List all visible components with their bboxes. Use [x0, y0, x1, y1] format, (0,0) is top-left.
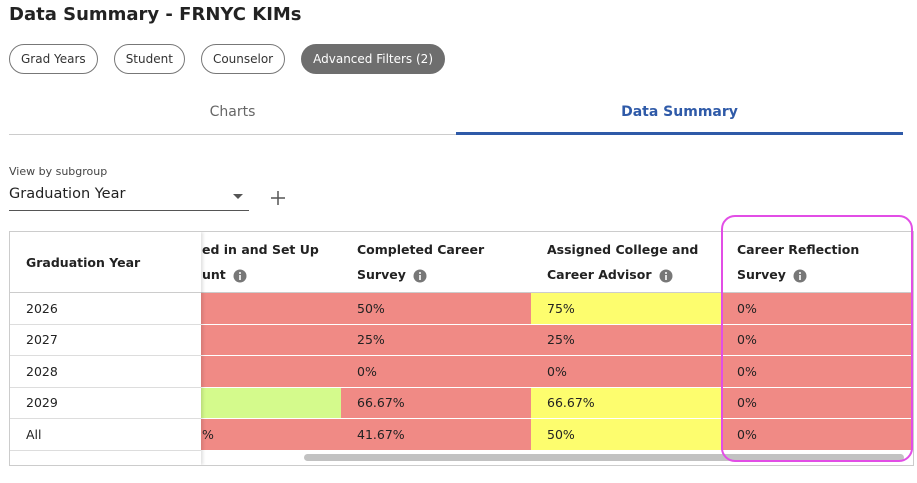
data-cell: 0%	[531, 356, 721, 388]
subgroup-select[interactable]: Graduation Year	[9, 186, 249, 211]
header-divider	[10, 292, 913, 293]
filter-button[interactable]: Student	[113, 44, 185, 74]
cell-value: 25%	[357, 332, 385, 348]
data-cell: 0%	[341, 356, 531, 388]
highlight-box	[721, 215, 913, 462]
data-cell: 66.67%	[341, 387, 531, 419]
data-cell	[201, 293, 341, 325]
data-cell: 25%	[531, 324, 721, 356]
row-label: 2028	[10, 356, 201, 388]
subgroup-label: View by subgroup	[9, 165, 108, 178]
data-cell: 0%	[721, 293, 913, 325]
tab-charts[interactable]: Charts	[209, 104, 256, 120]
cell-value: 66.67%	[547, 395, 595, 411]
cell-value: 0%	[737, 363, 757, 379]
row-label: 2027	[10, 325, 201, 356]
column-header: Survey	[737, 267, 786, 282]
data-cell: 25%	[341, 324, 531, 356]
column-header: Completed Career	[357, 242, 485, 257]
column-header: Career Advisor	[547, 267, 652, 282]
cell-value: 66.67%	[357, 395, 405, 411]
data-cell	[201, 387, 341, 419]
header-divider	[10, 292, 201, 293]
cell-value: 0%	[357, 363, 377, 379]
data-cell: 0%	[721, 324, 913, 356]
cell-value: 0%	[737, 426, 757, 442]
sticky-column: Graduation Year 2026 2027 2028 2029 All	[10, 232, 201, 465]
row-label: All	[10, 419, 201, 451]
data-cell: 75%	[531, 293, 721, 325]
info-icon[interactable]	[233, 269, 247, 283]
data-cell: 0%	[721, 356, 913, 388]
info-icon[interactable]	[413, 269, 427, 283]
filter-button[interactable]: Grad Years	[9, 44, 98, 74]
page-title: Data Summary - FRNYC KIMs	[9, 4, 302, 25]
cell-value: 25%	[547, 332, 575, 348]
row-label: 2029	[10, 388, 201, 419]
cell-value: 75%	[547, 300, 575, 316]
data-cell: 0%	[721, 387, 913, 419]
data-cell: 50%	[341, 293, 531, 325]
data-cell: 50%	[531, 419, 721, 451]
data-cell	[201, 324, 341, 356]
column-header: unt	[202, 267, 226, 282]
cell-value: %	[202, 426, 214, 442]
column-header: ed in and Set Up	[202, 242, 319, 257]
add-subgroup[interactable]	[270, 190, 286, 206]
tab-data-summary[interactable]: Data Summary	[621, 104, 738, 120]
data-cell	[201, 356, 341, 388]
data-cell: 41.67%	[341, 419, 531, 451]
data-cell: %	[201, 419, 341, 451]
info-icon[interactable]	[659, 269, 673, 283]
filter-bar: Grad Years Student Counselor Advanced Filte…	[9, 44, 445, 74]
active-tab-indicator	[456, 132, 903, 135]
cell-value: 50%	[547, 426, 575, 442]
column-header: Career Reflection	[737, 242, 860, 257]
column-header: Graduation Year	[26, 255, 141, 270]
scrollbar-thumb[interactable]	[304, 454, 904, 461]
filter-button[interactable]: Counselor	[200, 44, 286, 74]
cell-value: 0%	[737, 395, 757, 411]
cell-value: 0%	[737, 332, 757, 348]
subgroup-value: Graduation Year	[9, 186, 126, 202]
column-header: Survey	[357, 267, 406, 282]
cell-value: 50%	[357, 300, 385, 316]
data-table: ed in and Set Up unt Completed Career Surve…	[9, 231, 914, 466]
data-cell: 0%	[721, 419, 913, 451]
cell-value: 41.67%	[357, 426, 405, 442]
info-icon[interactable]	[793, 269, 807, 283]
cell-value: 0%	[547, 363, 567, 379]
column-header: Assigned College and	[547, 242, 699, 257]
data-cell: 66.67%	[531, 387, 721, 419]
filter-button[interactable]: Advanced Filters (2)	[301, 44, 445, 74]
dropdown-caret	[233, 194, 243, 199]
row-label: 2026	[10, 293, 201, 325]
cell-value: 0%	[737, 300, 757, 316]
